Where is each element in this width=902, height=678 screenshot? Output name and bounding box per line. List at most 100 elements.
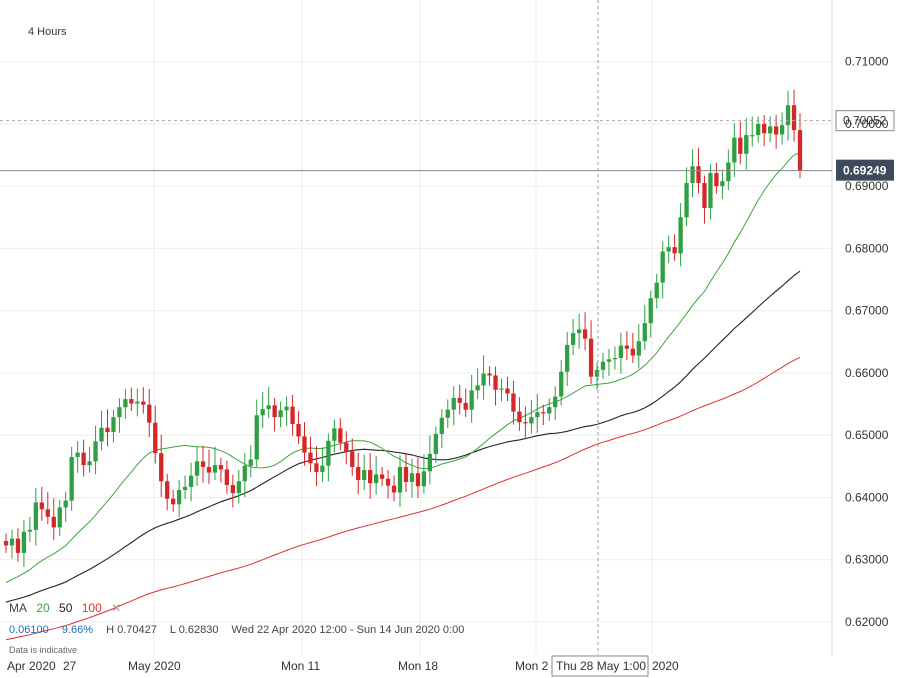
candle-body bbox=[350, 451, 355, 467]
candle-body bbox=[409, 473, 415, 482]
hover-price-label: 0.70052 bbox=[843, 114, 887, 128]
change-percent: 9.66% bbox=[61, 624, 94, 636]
candle-body bbox=[738, 137, 743, 154]
candle-body bbox=[248, 459, 253, 466]
candle-body bbox=[314, 463, 319, 472]
candle-body bbox=[105, 427, 110, 433]
candle-body bbox=[188, 475, 194, 487]
ma-label: MA bbox=[9, 601, 27, 615]
candle-body bbox=[33, 502, 38, 530]
candle-body bbox=[391, 485, 397, 493]
candle-body bbox=[159, 453, 164, 482]
grid bbox=[0, 0, 833, 655]
candle-body bbox=[284, 406, 289, 411]
candle-body bbox=[21, 531, 27, 553]
price-axis: 0.71000 0.70000 0.69000 0.68000 0.67000 0.660… bbox=[845, 55, 889, 629]
candle-body bbox=[57, 507, 62, 528]
candle-body bbox=[93, 441, 98, 462]
candle-body bbox=[654, 282, 659, 299]
candle-body bbox=[576, 329, 582, 334]
candle-body bbox=[69, 457, 74, 501]
x-tick-label: 27 bbox=[63, 659, 77, 673]
candle-body bbox=[762, 123, 767, 134]
candle-body bbox=[27, 529, 33, 532]
candle-body bbox=[141, 401, 146, 405]
candle-body bbox=[433, 433, 438, 454]
ma50-label[interactable]: 50 bbox=[59, 601, 73, 615]
candle-body bbox=[744, 135, 749, 154]
ma100-label[interactable]: 100 bbox=[81, 601, 102, 615]
candle-body bbox=[565, 344, 570, 372]
candle-body bbox=[499, 388, 504, 390]
candle-body bbox=[153, 422, 158, 454]
candle-body bbox=[296, 424, 301, 437]
candle-body bbox=[660, 251, 665, 283]
candle-body bbox=[714, 173, 719, 187]
candle-body bbox=[618, 345, 624, 359]
candle-body bbox=[260, 409, 265, 416]
candle-body bbox=[338, 428, 343, 443]
candle-body bbox=[236, 481, 241, 494]
candle-body bbox=[379, 474, 385, 479]
candle-body bbox=[39, 502, 44, 510]
candle-body bbox=[720, 181, 725, 187]
candle-body bbox=[750, 135, 755, 137]
candle-body bbox=[666, 247, 671, 252]
candle-body bbox=[332, 428, 337, 441]
candle-body bbox=[648, 298, 653, 324]
candle-body bbox=[308, 452, 313, 464]
candle-body bbox=[768, 126, 773, 134]
close-icon[interactable]: ✕ bbox=[111, 601, 122, 615]
candle-body bbox=[600, 361, 606, 370]
candle-body bbox=[732, 137, 737, 163]
y-tick-label: 0.62000 bbox=[845, 615, 889, 629]
x-tick-label: May 2020 bbox=[128, 659, 181, 673]
last-price-label: 0.69249 bbox=[843, 164, 887, 178]
candle-body bbox=[99, 427, 104, 442]
candle-body bbox=[87, 461, 92, 466]
time-axis: Apr 2020 27 May 2020 Mon 11 Mon 18 Mon 2 2020 bbox=[7, 659, 679, 673]
data-note: Data is indicative bbox=[9, 645, 78, 655]
low-value: L 0.62830 bbox=[169, 624, 219, 636]
candle-body bbox=[165, 481, 170, 499]
candle-body bbox=[785, 105, 791, 126]
candle-body bbox=[535, 412, 540, 418]
candle-body bbox=[517, 411, 522, 423]
candle-body bbox=[559, 371, 564, 397]
y-tick-label: 0.65000 bbox=[845, 428, 889, 442]
last-price-tag bbox=[836, 159, 894, 181]
candle-body bbox=[469, 390, 474, 410]
change-value: 0.06100 bbox=[9, 624, 49, 636]
candle-body bbox=[147, 404, 152, 423]
candle-body bbox=[218, 465, 224, 470]
ma50-line bbox=[5, 270, 801, 603]
candles bbox=[3, 89, 803, 568]
candle-body bbox=[511, 393, 516, 412]
candle-body bbox=[672, 247, 677, 254]
candle-body bbox=[206, 466, 212, 473]
candle-body bbox=[230, 485, 236, 494]
candle-body bbox=[373, 474, 379, 484]
y-tick-label: 0.69000 bbox=[845, 179, 889, 193]
ma20-label[interactable]: 20 bbox=[36, 601, 50, 615]
candle-body bbox=[475, 385, 480, 391]
candle-body bbox=[129, 399, 134, 404]
candle-body bbox=[791, 105, 797, 131]
candle-body bbox=[523, 422, 528, 424]
candle-body bbox=[642, 323, 647, 342]
candle-body bbox=[773, 126, 779, 135]
candle-body bbox=[326, 440, 331, 466]
hover-price-box bbox=[835, 110, 895, 132]
x-tick-label: Mon 18 bbox=[398, 659, 438, 673]
candle-body bbox=[630, 348, 635, 356]
x-tick-label: Mon 2 bbox=[515, 659, 549, 673]
candle-body bbox=[123, 399, 128, 408]
candle-body bbox=[224, 469, 230, 486]
candle-body bbox=[111, 417, 116, 433]
candle-body bbox=[541, 412, 546, 414]
candle-body bbox=[362, 470, 367, 481]
date-range: Wed 22 Apr 2020 12:00 - Sun 14 Jun 2020 … bbox=[231, 624, 465, 636]
